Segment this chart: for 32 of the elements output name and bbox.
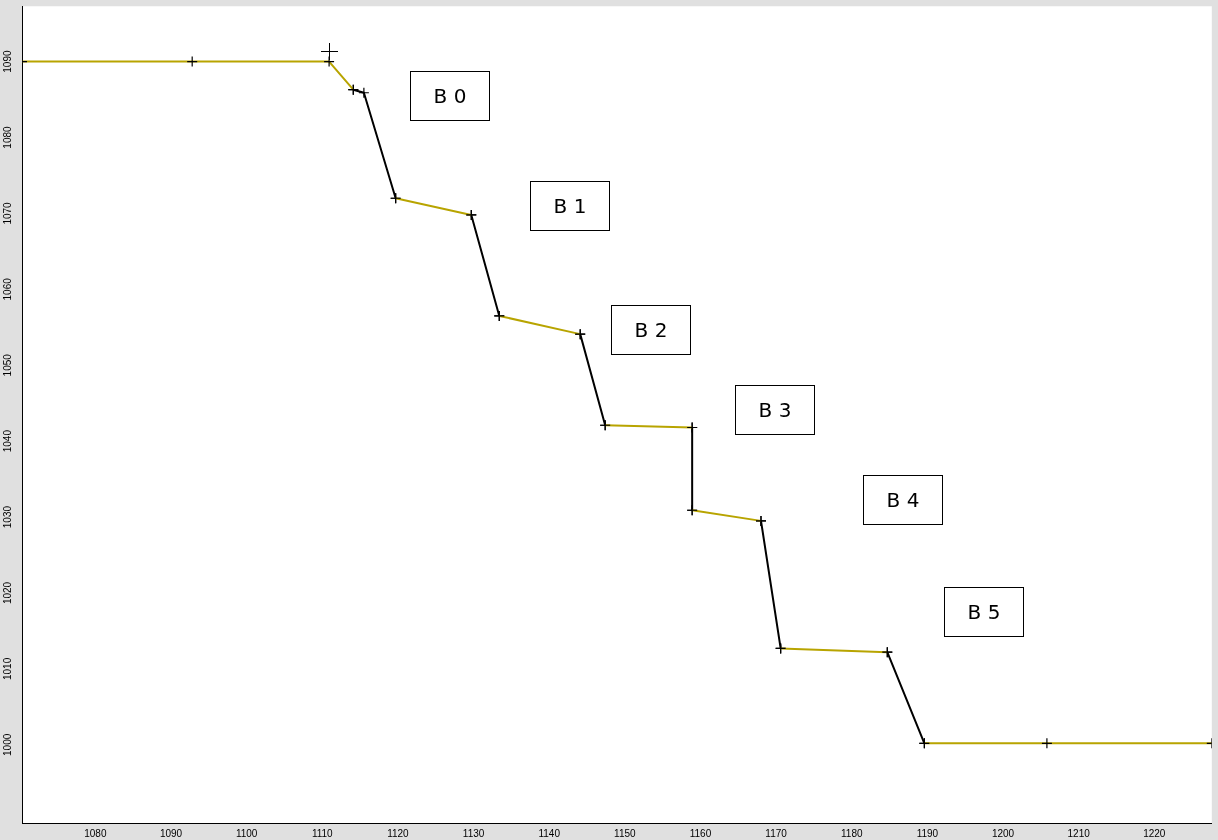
annotation: B 2: [611, 305, 691, 355]
x-tick-label: 1110: [311, 827, 334, 839]
x-tick-label: 1080: [84, 827, 107, 839]
y-tick-label: 1020: [1, 581, 13, 605]
y-tick-label: 1010: [1, 657, 13, 681]
x-tick-label: 1190: [916, 827, 939, 839]
annotation: B 1: [530, 181, 610, 231]
x-tick-label: 1220: [1143, 827, 1166, 839]
x-tick-label: 1160: [689, 827, 712, 839]
y-tick-label: 1030: [1, 505, 13, 529]
annotation: B 3: [735, 385, 815, 435]
y-tick-label: 1080: [1, 125, 13, 149]
y-tick-label: 1040: [1, 429, 13, 453]
x-tick-label: 1090: [159, 827, 183, 839]
x-tick-label: 1130: [462, 827, 485, 839]
x-tick-label: 1170: [765, 827, 788, 839]
annotation: B 5: [944, 587, 1024, 637]
point: [358, 87, 370, 99]
y-tick-label: 1090: [1, 50, 13, 73]
x-tick-label: 1100: [235, 827, 258, 839]
x-tick-label: 1200: [991, 827, 1015, 839]
x-tick-label: 1210: [1067, 827, 1091, 839]
x-tick-label: 1120: [387, 827, 410, 839]
x-tick-label: 1150: [614, 827, 637, 839]
x-tick-label: 1180: [841, 827, 863, 839]
x-tick-label: 1140: [538, 827, 561, 839]
y-tick-label: 1060: [1, 277, 13, 301]
annotation: B 4: [863, 475, 943, 525]
annotation: B 0: [410, 71, 490, 121]
y-tick-label: 1050: [1, 353, 13, 377]
y-tick-label: 1000: [1, 733, 13, 756]
y-tick-label: 1070: [1, 201, 13, 225]
